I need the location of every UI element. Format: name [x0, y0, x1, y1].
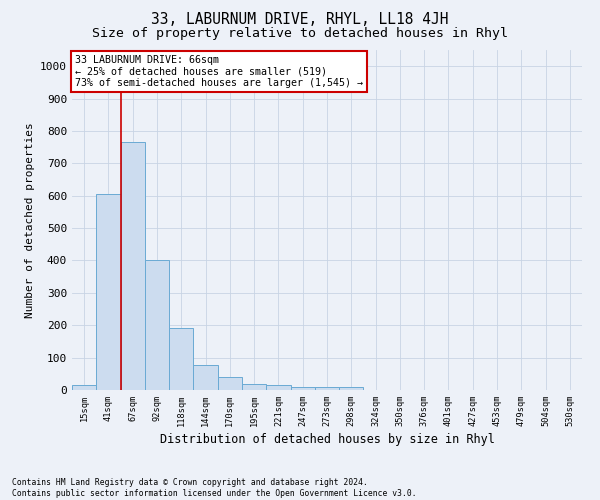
Bar	[290, 387, 315, 390]
Bar	[218, 377, 242, 390]
Text: Size of property relative to detached houses in Rhyl: Size of property relative to detached ho…	[92, 28, 508, 40]
Y-axis label: Number of detached properties: Number of detached properties	[25, 122, 35, 318]
Bar	[339, 388, 364, 390]
Bar	[72, 385, 96, 390]
Bar	[169, 328, 193, 390]
Bar	[315, 387, 339, 390]
Bar	[96, 194, 121, 390]
Bar	[145, 260, 169, 390]
Text: 33, LABURNUM DRIVE, RHYL, LL18 4JH: 33, LABURNUM DRIVE, RHYL, LL18 4JH	[151, 12, 449, 28]
Bar	[121, 142, 145, 390]
Text: Contains HM Land Registry data © Crown copyright and database right 2024.
Contai: Contains HM Land Registry data © Crown c…	[12, 478, 416, 498]
Bar	[193, 364, 218, 390]
Bar	[242, 384, 266, 390]
Bar	[266, 385, 290, 390]
X-axis label: Distribution of detached houses by size in Rhyl: Distribution of detached houses by size …	[160, 434, 494, 446]
Text: 33 LABURNUM DRIVE: 66sqm
← 25% of detached houses are smaller (519)
73% of semi-: 33 LABURNUM DRIVE: 66sqm ← 25% of detach…	[74, 55, 362, 88]
